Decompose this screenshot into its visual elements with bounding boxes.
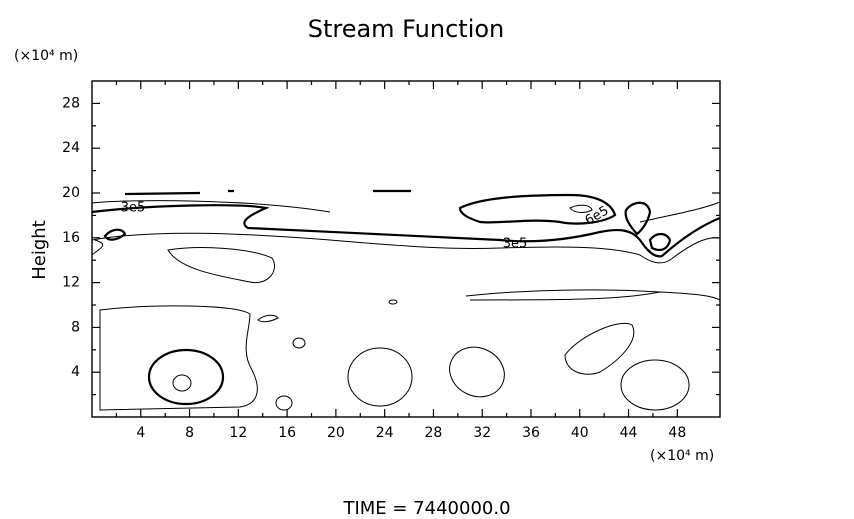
contour [91, 204, 721, 258]
contour [91, 232, 721, 264]
contour [99, 305, 258, 411]
contour [388, 299, 398, 305]
y-tick-label: 20 [62, 185, 80, 201]
chart-title: Stream Function [308, 15, 505, 43]
contour [569, 204, 593, 213]
y-tick-label: 24 [62, 140, 80, 156]
y-axis-label: Height [29, 220, 50, 280]
x-tick-label: 48 [668, 425, 686, 441]
y-tick-label: 4 [71, 364, 80, 380]
contour [91, 200, 331, 213]
y-unit: (×10⁴ m) [14, 48, 78, 64]
contour [147, 348, 225, 406]
contour-label: 6e5 [583, 203, 612, 228]
contour [639, 201, 721, 223]
contour [124, 189, 411, 196]
contour [564, 323, 635, 375]
y-tick-label: 28 [62, 95, 80, 111]
contour-label: 3e5 [121, 201, 146, 216]
contour [624, 201, 652, 236]
contour [449, 346, 505, 398]
x-tick-label: 32 [473, 425, 491, 441]
contour [292, 337, 306, 349]
x-tick-label: 44 [620, 425, 638, 441]
x-tick-label: 36 [522, 425, 540, 441]
x-tick-label: 4 [136, 425, 145, 441]
footer: TIME = 7440000.0 [342, 498, 510, 519]
x-tick-label: 24 [376, 425, 394, 441]
contour [347, 347, 413, 407]
contour [172, 374, 192, 392]
contour [648, 232, 672, 251]
x-tick-label: 28 [425, 425, 443, 441]
contour [275, 395, 293, 411]
contour [620, 359, 690, 411]
x-tick-label: 8 [185, 425, 194, 441]
contour [458, 193, 617, 225]
x-tick-label: 16 [278, 425, 296, 441]
contour [465, 289, 721, 301]
contour-label: 3e5 [503, 237, 528, 252]
contour [91, 239, 104, 256]
y-tick-label: 16 [62, 230, 80, 246]
contours [91, 189, 721, 411]
contour [257, 314, 279, 323]
y-tick-label: 12 [62, 275, 80, 291]
y-tick-label: 8 [71, 319, 80, 335]
x-unit: (×10⁴ m) [650, 448, 714, 464]
plot-frame [91, 80, 721, 418]
x-tick-label: 12 [229, 425, 247, 441]
contour [167, 247, 275, 284]
x-tick-label: 20 [327, 425, 345, 441]
contour [103, 228, 127, 241]
x-tick-label: 40 [571, 425, 589, 441]
